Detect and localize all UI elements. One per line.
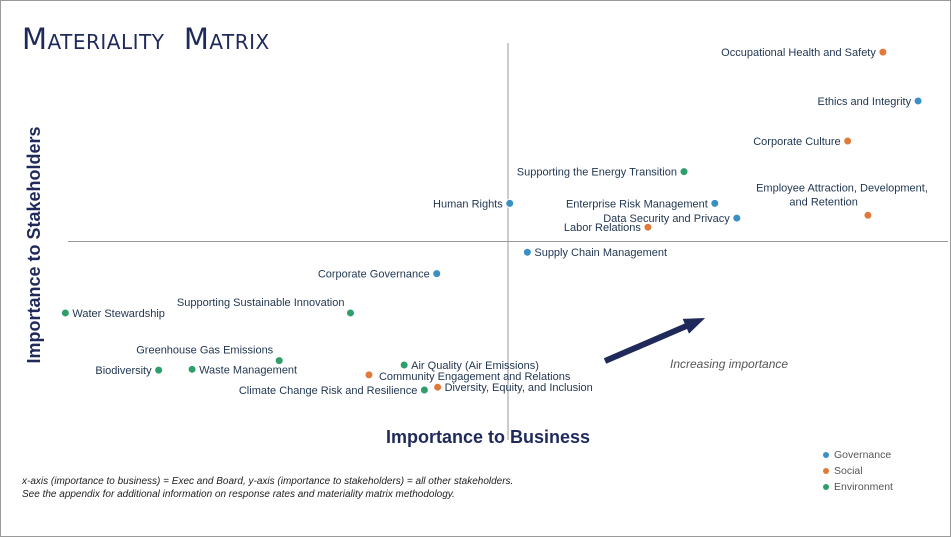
point-label: Labor Relations (564, 222, 642, 234)
point-label: Data Security and Privacy (603, 213, 730, 225)
arrow-shape (603, 317, 706, 364)
data-point (878, 47, 888, 57)
axes-layer: Importance to Business Importance to Stak… (24, 43, 948, 447)
legend-item-governance: Governance (823, 447, 893, 463)
point-label: Supporting the Energy Transition (517, 167, 677, 179)
point-enterprise-risk-management: Enterprise Risk Management (566, 198, 720, 210)
point-label: Corporate Culture (753, 136, 840, 148)
legend-label: Governance (834, 449, 892, 461)
point-biodiversity: Biodiversity (95, 365, 164, 377)
data-point (60, 308, 70, 318)
point-label: Enterprise Risk Management (566, 198, 708, 210)
point-data-security-and-privacy: Data Security and Privacy (603, 213, 742, 225)
point-human-rights: Human Rights (433, 198, 515, 210)
point-label: Ethics and Integrity (818, 96, 912, 108)
point-label: Greenhouse Gas Emissions (136, 345, 273, 357)
point-label: Supply Chain Management (534, 247, 667, 259)
y-axis-label: Importance to Stakeholders (24, 126, 44, 363)
point-label: Corporate Governance (318, 269, 430, 281)
data-point (710, 198, 720, 208)
footnote-line-1: x-axis (importance to business) = Exec a… (22, 476, 514, 487)
data-point (522, 247, 532, 257)
point-label: Water Stewardship (72, 308, 165, 320)
point-diversity-equity-and-inclusion: Diversity, Equity, and Inclusion (433, 382, 593, 394)
increasing-importance-arrow (603, 317, 706, 364)
legend-label: Social (834, 465, 863, 477)
point-label: Employee Attraction, Development, and Ret… (756, 182, 928, 208)
data-point (643, 222, 653, 232)
data-point (863, 210, 873, 220)
data-point (419, 385, 429, 395)
data-point (187, 364, 197, 374)
footnote: x-axis (importance to business) = Exec a… (22, 475, 742, 501)
legend: Governance Social Environment (823, 447, 893, 495)
point-air-quality-air-emissions: Air Quality (Air Emissions) (399, 360, 539, 372)
arrow-annotation: Increasing importance (670, 357, 788, 371)
legend-item-social: Social (823, 463, 893, 479)
point-occupational-health-and-safety: Occupational Health and Safety (721, 47, 888, 59)
legend-marker (823, 468, 829, 474)
data-point (843, 136, 853, 146)
data-point (399, 360, 409, 370)
point-label: Climate Change Risk and Resilience (239, 385, 418, 397)
data-point (913, 96, 923, 106)
data-point (679, 167, 689, 177)
data-point (433, 382, 443, 392)
point-labor-relations: Labor Relations (564, 222, 653, 234)
data-point (274, 356, 284, 366)
point-label: Biodiversity (95, 365, 152, 377)
footnote-line-2: See the appendix for additional informat… (22, 489, 455, 500)
data-point (345, 308, 355, 318)
point-supply-chain-management: Supply Chain Management (522, 247, 667, 259)
data-point (732, 213, 742, 223)
data-point (154, 365, 164, 375)
chart-title: Materiality Matrix (22, 22, 270, 56)
point-label: Human Rights (433, 198, 503, 210)
legend-marker (823, 452, 829, 458)
point-label: Occupational Health and Safety (721, 47, 876, 59)
data-point (432, 269, 442, 279)
x-axis-label: Importance to Business (386, 427, 590, 447)
data-point (505, 198, 515, 208)
point-corporate-culture: Corporate Culture (753, 136, 853, 148)
point-supporting-the-energy-transition: Supporting the Energy Transition (517, 167, 689, 179)
point-corporate-governance: Corporate Governance (318, 269, 442, 281)
point-label: Waste Management (199, 364, 297, 376)
point-label: Supporting Sustainable Innovation (177, 297, 345, 309)
arrow-layer: Increasing importance (603, 317, 788, 371)
point-label: Community Engagement and Relations (379, 371, 571, 383)
point-label: Air Quality (Air Emissions) (411, 360, 539, 372)
legend-marker (823, 484, 829, 490)
point-ethics-and-integrity: Ethics and Integrity (818, 96, 923, 108)
point-greenhouse-gas-emissions: Greenhouse Gas Emissions (136, 345, 284, 366)
point-supporting-sustainable-innovation: Supporting Sustainable Innovation (177, 297, 355, 318)
point-water-stewardship: Water Stewardship (60, 308, 165, 320)
point-label: Diversity, Equity, and Inclusion (445, 382, 593, 394)
points-layer: Occupational Health and Safety Ethics and… (60, 47, 928, 397)
data-point (364, 370, 374, 380)
point-waste-management: Waste Management (187, 364, 297, 376)
legend-item-environment: Environment (823, 479, 893, 495)
point-employee-attraction-development-and-retention: Employee Attraction, Development, and Ret… (756, 182, 928, 220)
point-climate-change-risk-and-resilience: Climate Change Risk and Resilience (239, 385, 429, 397)
legend-label: Environment (834, 481, 893, 493)
point-community-engagement-and-relations: Community Engagement and Relations (364, 370, 571, 383)
